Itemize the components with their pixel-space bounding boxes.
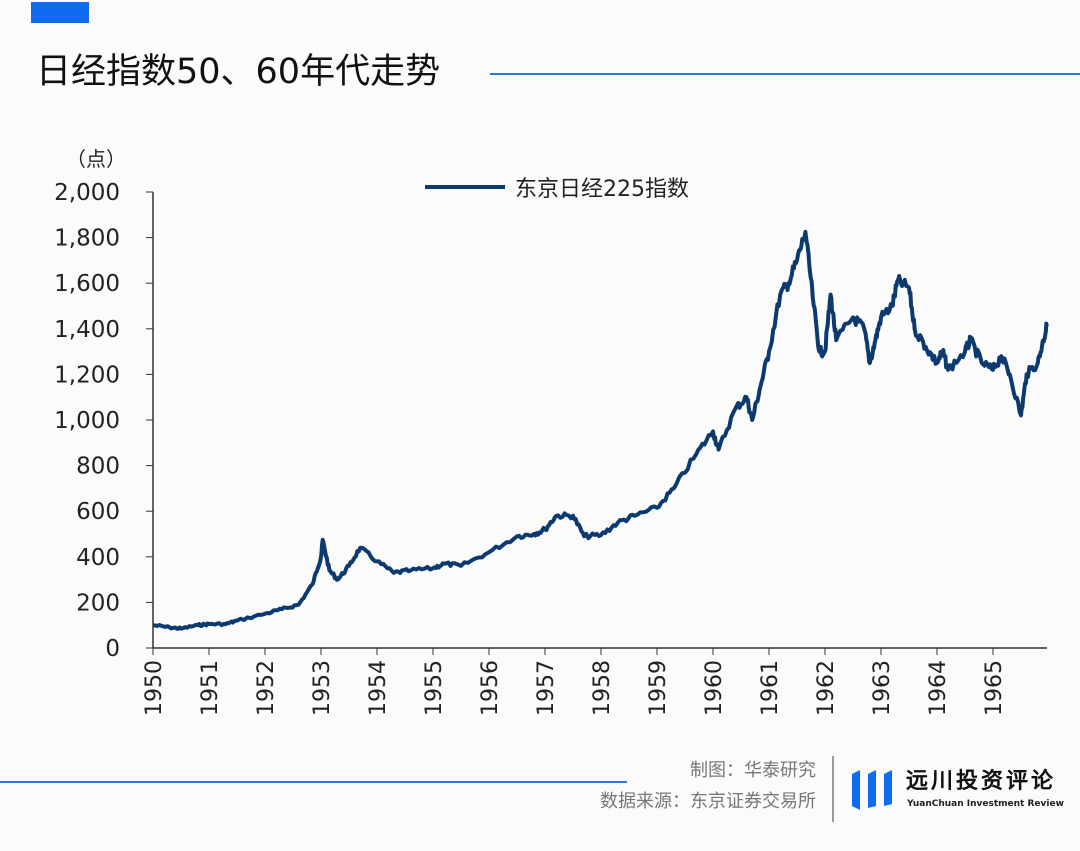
series-line-nikkei225	[152, 229, 1049, 631]
y-tick-label: 1,000	[54, 408, 120, 434]
y-tick-label: 1,800	[54, 226, 120, 252]
y-tick-label: 2,000	[54, 180, 120, 206]
logo-text-cn: 远川投资评论	[906, 769, 1057, 794]
logo-bars-icon	[852, 770, 892, 810]
x-tick-label: 1962	[814, 660, 839, 716]
y-tick-label: 0	[105, 636, 120, 662]
x-tick-label: 1951	[198, 660, 223, 716]
footer-divider	[0, 781, 627, 783]
legend: 东京日经225指数	[425, 177, 689, 202]
title-divider	[490, 73, 1080, 75]
x-tick-label: 1959	[646, 660, 671, 716]
y-tick-label: 600	[76, 499, 120, 525]
y-tick-label: 1,400	[54, 317, 120, 343]
x-tick-label: 1957	[534, 660, 559, 716]
x-tick-label: 1956	[478, 660, 503, 716]
x-tick-label: 1965	[982, 660, 1007, 716]
footer-vertical-divider	[832, 756, 834, 822]
x-tick-label: 1954	[366, 660, 391, 716]
x-tick-label: 1960	[702, 660, 727, 716]
page-title: 日经指数50、60年代走势	[36, 52, 441, 92]
chart-credit: 制图：华泰研究	[690, 760, 816, 781]
x-tick-label: 1964	[926, 660, 951, 716]
x-tick-label: 1950	[142, 660, 167, 716]
data-source: 数据来源：东京证券交易所	[600, 791, 816, 812]
x-tick-label: 1963	[870, 660, 895, 716]
y-tick-label: 400	[76, 545, 120, 571]
line-chart: （点） 0 200 400 600 800 1,000 1,200 1,400 1,600 1,8…	[54, 147, 1049, 716]
x-tick-label: 1961	[758, 660, 783, 716]
x-tick-label: 1952	[254, 660, 279, 716]
x-tick-label: 1955	[422, 660, 447, 716]
y-tick-label: 200	[76, 590, 120, 616]
x-tick-label: 1953	[310, 660, 335, 716]
x-tick-label: 1958	[590, 660, 615, 716]
y-tick-label: 800	[76, 454, 120, 480]
legend-label: 东京日经225指数	[515, 177, 689, 202]
accent-tag	[31, 2, 89, 23]
y-axis-label: （点）	[66, 147, 126, 171]
y-tick-label: 1,200	[54, 362, 120, 388]
logo-text-en: YuanChuan Investment Review	[907, 799, 1064, 809]
y-tick-label: 1,600	[54, 271, 120, 297]
